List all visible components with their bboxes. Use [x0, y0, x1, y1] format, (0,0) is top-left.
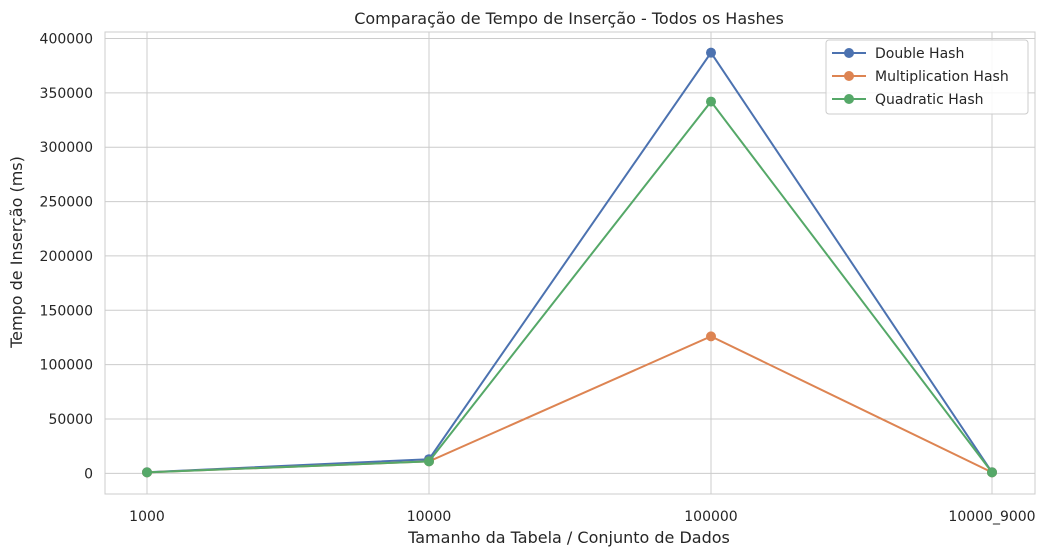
- y-tick-label: 400000: [40, 32, 93, 48]
- grid-lines: [105, 32, 1035, 494]
- legend-marker: [844, 71, 854, 81]
- data-point: [424, 456, 434, 467]
- legend: Double Hash Multiplication Hash Quadratic …: [825, 39, 1029, 115]
- legend-label: Multiplication Hash: [875, 69, 1009, 85]
- y-tick-label: 200000: [40, 249, 93, 265]
- y-axis-title: Tempo de Inserção (ms): [7, 156, 26, 349]
- y-axis: 0 50000 100000 150000 200000 250000 300000 3500…: [40, 32, 93, 483]
- series-layer: [142, 47, 997, 478]
- x-tick-label: 100000: [684, 509, 737, 525]
- series-quadratic-hash: [142, 96, 997, 478]
- y-tick-label: 350000: [40, 86, 93, 102]
- legend-label: Quadratic Hash: [875, 92, 984, 108]
- legend-marker: [844, 94, 854, 104]
- data-point: [987, 467, 997, 478]
- data-point: [706, 96, 716, 107]
- x-tick-label: 1000: [129, 509, 165, 525]
- y-tick-label: 0: [84, 466, 93, 482]
- y-tick-label: 150000: [40, 303, 93, 319]
- y-tick-label: 100000: [40, 358, 93, 374]
- x-tick-label: 10000_9000: [948, 509, 1035, 525]
- x-tick-label: 10000: [407, 509, 452, 525]
- data-point: [706, 331, 716, 342]
- data-point: [142, 467, 152, 478]
- data-point: [706, 47, 716, 58]
- chart-title: Comparação de Tempo de Inserção - Todos …: [354, 9, 784, 28]
- series-line: [146, 99, 993, 474]
- legend-label: Double Hash: [875, 46, 964, 62]
- y-tick-label: 300000: [40, 140, 93, 156]
- legend-marker: [844, 48, 854, 58]
- x-axis: 1000 10000 100000 10000_9000: [129, 509, 1035, 525]
- legend-item: Multiplication Hash: [832, 69, 1009, 85]
- series-line: [146, 50, 993, 474]
- legend-box: [825, 39, 1029, 115]
- legend-item: Double Hash: [832, 46, 964, 62]
- y-tick-label: 50000: [48, 412, 93, 428]
- y-tick-label: 250000: [40, 195, 93, 211]
- x-axis-title: Tamanho da Tabela / Conjunto de Dados: [407, 528, 730, 547]
- legend-item: Quadratic Hash: [832, 92, 984, 108]
